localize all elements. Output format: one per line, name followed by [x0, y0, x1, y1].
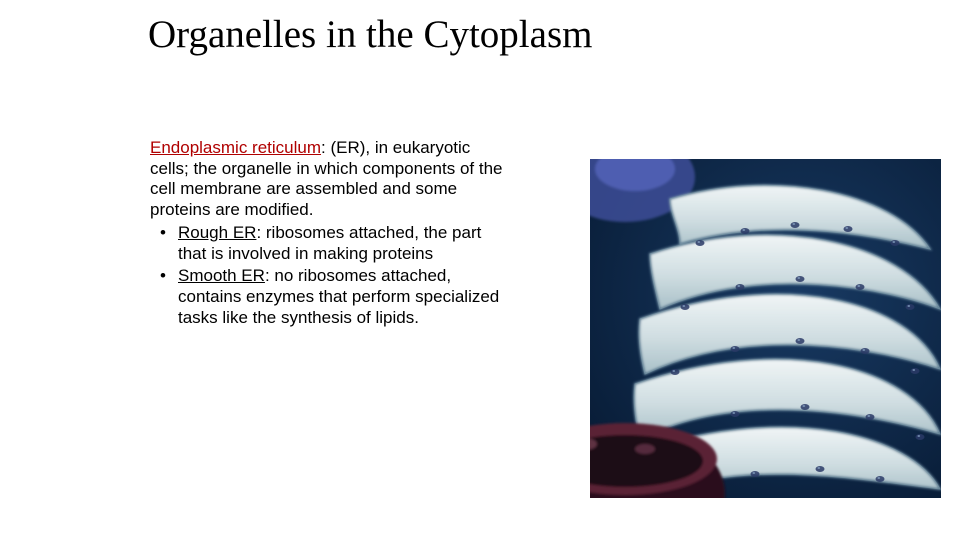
ribosome-icon — [751, 471, 760, 477]
er-svg — [590, 159, 941, 498]
ribosome-icon — [891, 240, 900, 246]
ribosome-icon — [906, 304, 915, 310]
er-illustration — [590, 159, 941, 498]
ribosome-icon — [796, 276, 805, 282]
ribosome-icon — [816, 466, 825, 472]
ribosome-icon — [856, 284, 865, 290]
ribosome-icon — [731, 346, 740, 352]
ribosome-icon — [844, 226, 853, 232]
ribosome-icon — [671, 369, 680, 375]
term-endoplasmic-reticulum: Endoplasmic reticulum — [150, 138, 321, 157]
subterm-smooth-er: Smooth ER — [178, 266, 265, 285]
definition-paragraph: Endoplasmic reticulum: (ER), in eukaryot… — [150, 138, 505, 221]
ribosome-icon — [731, 411, 740, 417]
ribosome-icon — [916, 434, 925, 440]
ribosome-icon — [796, 338, 805, 344]
ribosome-icon — [696, 240, 705, 246]
ribosome-icon — [861, 348, 870, 354]
body-text: Endoplasmic reticulum: (ER), in eukaryot… — [150, 138, 505, 331]
ribosome-icon — [866, 414, 875, 420]
ribosome-icon — [801, 404, 810, 410]
bullet-list: Rough ER: ribosomes attached, the part t… — [150, 223, 505, 329]
ribosome-icon — [741, 228, 750, 234]
ribosome-icon — [911, 368, 920, 374]
bullet-smooth-er: Smooth ER: no ribosomes attached, contai… — [178, 266, 505, 328]
subterm-rough-er: Rough ER — [178, 223, 256, 242]
ribosome-icon — [681, 304, 690, 310]
ribosome-icon — [791, 222, 800, 228]
ribosome-icon — [876, 476, 885, 482]
slide-title: Organelles in the Cytoplasm — [148, 12, 592, 57]
bullet-rough-er: Rough ER: ribosomes attached, the part t… — [178, 223, 505, 264]
ribosome-icon — [736, 284, 745, 290]
